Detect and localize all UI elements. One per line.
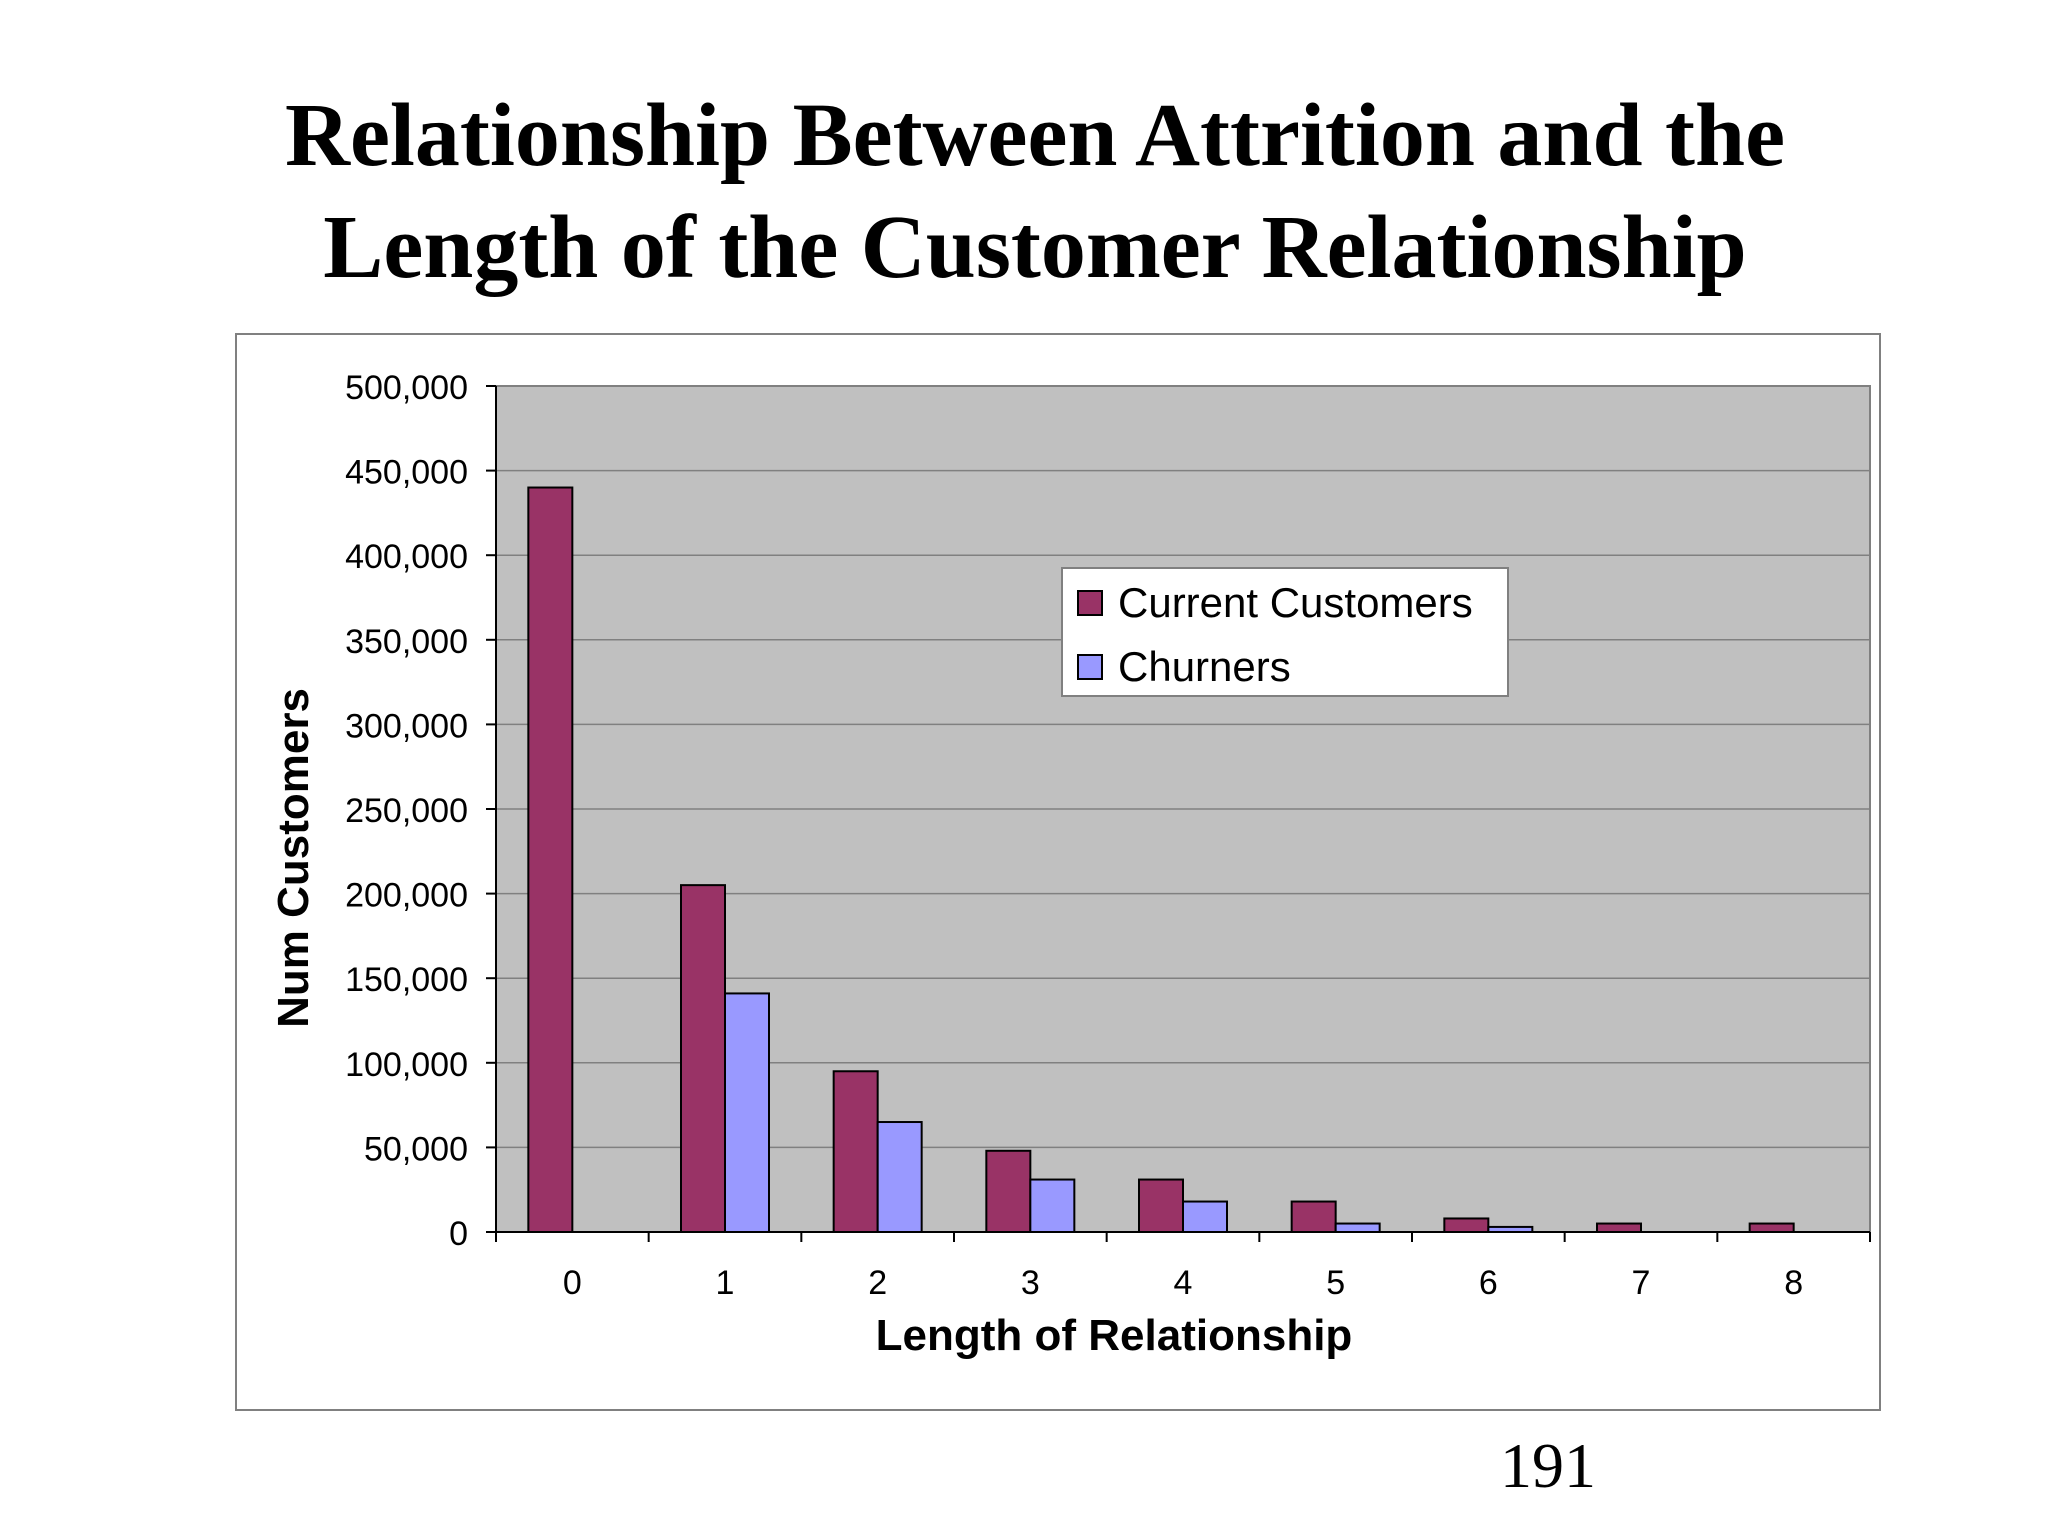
y-tick-label: 50,000 — [364, 1130, 468, 1168]
x-tick-label: 6 — [1479, 1264, 1498, 1302]
x-axis-label: Length of Relationship — [876, 1311, 1353, 1360]
y-tick-label: 250,000 — [345, 792, 468, 830]
bars — [527, 486, 1795, 1234]
bar-current-customers-8 — [1748, 1222, 1795, 1234]
legend-label-current-customers: Current Customers — [1118, 579, 1473, 626]
legend-box — [1061, 567, 1509, 697]
bar-current-customers-5 — [1290, 1200, 1337, 1233]
y-tick-label: 450,000 — [345, 454, 468, 492]
axes — [486, 385, 1871, 1242]
y-tick-label: 200,000 — [345, 877, 468, 915]
bar-churners-5 — [1334, 1222, 1381, 1234]
bar-current-customers-0 — [527, 486, 574, 1233]
x-tick-label: 2 — [868, 1264, 887, 1302]
bar-current-customers-2 — [832, 1070, 879, 1234]
x-tick-label: 4 — [1174, 1264, 1193, 1302]
x-tick-label: 7 — [1632, 1264, 1651, 1302]
y-tick-label: 100,000 — [345, 1046, 468, 1084]
y-tick-label: 150,000 — [345, 961, 468, 999]
bar-churners-1 — [724, 992, 770, 1233]
y-axis-label: Num Customers — [269, 688, 318, 1028]
bar-churners-4 — [1182, 1200, 1228, 1233]
bar-current-customers-4 — [1138, 1178, 1184, 1233]
x-tick-labels: 0 1 2 3 4 5 6 7 8 — [563, 1264, 1803, 1302]
y-tick-label: 400,000 — [345, 538, 468, 576]
page-number: 191 — [1500, 1430, 1596, 1501]
bar-current-customers-3 — [985, 1149, 1032, 1234]
y-tick-label: 350,000 — [345, 623, 468, 661]
bar-churners-2 — [876, 1121, 923, 1234]
legend-swatch-current-customers — [1077, 590, 1103, 616]
bar-current-customers-1 — [680, 884, 726, 1233]
y-tick-label: 500,000 — [345, 369, 468, 407]
legend: Current Customers Churners — [1061, 567, 1509, 697]
y-tick-labels: 0 50,000 100,000 150,000 200,000 250,000 300,0… — [345, 369, 468, 1253]
bar-current-customers-7 — [1596, 1222, 1642, 1234]
x-tick-label: 3 — [1021, 1264, 1040, 1302]
x-tick-label: 0 — [563, 1264, 582, 1302]
x-tick-label: 5 — [1326, 1264, 1345, 1302]
legend-swatch-churners — [1077, 654, 1103, 680]
y-tick-label: 300,000 — [345, 707, 468, 745]
slide-title-line-1: Relationship Between Attrition and the — [284, 86, 1786, 185]
x-tick-label: 8 — [1784, 1264, 1803, 1302]
bar-churners-3 — [1029, 1178, 1076, 1233]
bar-current-customers-6 — [1443, 1217, 1490, 1233]
legend-label-churners: Churners — [1118, 643, 1291, 690]
slide-title: Relationship Between Attrition and the L… — [0, 80, 2048, 304]
slide-title-line-2: Length of the Customer Relationship — [323, 198, 1747, 297]
y-tick-label: 0 — [449, 1215, 468, 1253]
x-tick-label: 1 — [716, 1264, 735, 1302]
gridlines — [496, 385, 1870, 1149]
